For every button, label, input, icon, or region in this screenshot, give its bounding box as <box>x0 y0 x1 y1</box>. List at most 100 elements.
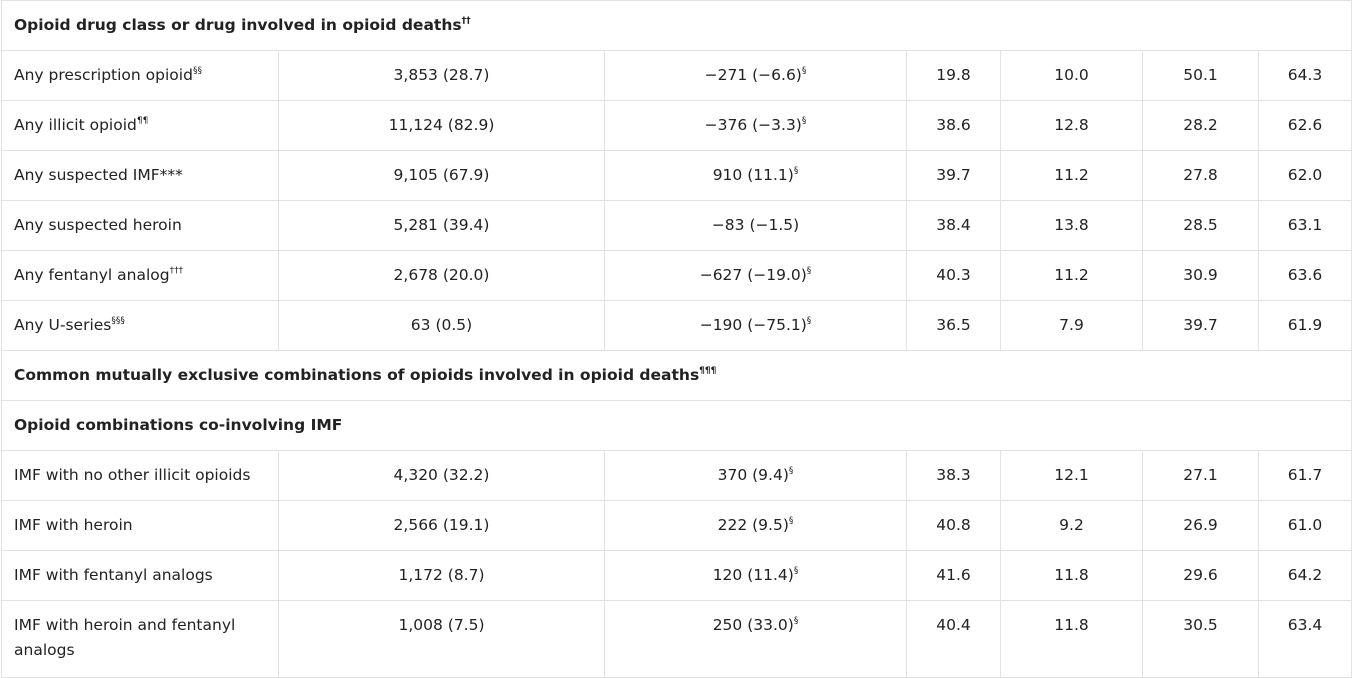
value-cell: 61.7 <box>1258 450 1352 501</box>
row-label: Any fentanyl analog††† <box>1 250 279 301</box>
value-cell: 39.7 <box>1142 300 1259 351</box>
section-header-row: Common mutually exclusive combinations o… <box>1 350 1352 401</box>
section-title: Common mutually exclusive combinations o… <box>1 350 1352 401</box>
value-cell: 36.5 <box>906 300 1001 351</box>
value-cell: 30.5 <box>1142 600 1259 678</box>
row-label: IMF with fentanyl analogs <box>1 550 279 601</box>
value-cell: 29.6 <box>1142 550 1259 601</box>
value-cell: 38.3 <box>906 450 1001 501</box>
footnote-marker: § <box>793 565 799 576</box>
change-cell: −376 (−3.3)§ <box>604 100 907 151</box>
footnote-marker: § <box>801 115 807 126</box>
value-cell: 28.2 <box>1142 100 1259 151</box>
subsection-header-row: Opioid combinations co-involving IMF <box>1 400 1352 451</box>
value-cell: 40.3 <box>906 250 1001 301</box>
change-cell: −190 (−75.1)§ <box>604 300 907 351</box>
table-row: IMF with heroin and fentanyl analogs 1,0… <box>1 600 1352 678</box>
table-row: IMF with heroin 2,566 (19.1) 222 (9.5)§ … <box>1 500 1352 551</box>
footnote-marker: § <box>793 165 799 176</box>
row-label: Any suspected heroin <box>1 200 279 251</box>
count-cell: 3,853 (28.7) <box>278 50 605 101</box>
value-cell: 39.7 <box>906 150 1001 201</box>
count-cell: 1,008 (7.5) <box>278 600 605 678</box>
row-label: Any illicit opioid¶¶ <box>1 100 279 151</box>
value-cell: 10.0 <box>1000 50 1143 101</box>
footnote-marker: ¶¶¶ <box>699 365 717 376</box>
footnote-marker: § <box>801 65 807 76</box>
table-row: IMF with no other illicit opioids 4,320 … <box>1 450 1352 501</box>
row-label: IMF with heroin and fentanyl analogs <box>1 600 279 678</box>
value-cell: 28.5 <box>1142 200 1259 251</box>
value-cell: 62.0 <box>1258 150 1352 201</box>
row-label: IMF with heroin <box>1 500 279 551</box>
value-cell: 11.2 <box>1000 150 1143 201</box>
footnote-marker: †† <box>461 15 471 26</box>
value-cell: 61.0 <box>1258 500 1352 551</box>
footnote-marker: § <box>788 465 794 476</box>
value-cell: 50.1 <box>1142 50 1259 101</box>
table-row: Any fentanyl analog††† 2,678 (20.0) −627… <box>1 250 1352 301</box>
value-cell: 11.8 <box>1000 550 1143 601</box>
value-cell: 9.2 <box>1000 500 1143 551</box>
change-cell: 222 (9.5)§ <box>604 500 907 551</box>
count-cell: 9,105 (67.9) <box>278 150 605 201</box>
table-row: Any U-series§§§ 63 (0.5) −190 (−75.1)§ 3… <box>1 300 1352 351</box>
value-cell: 7.9 <box>1000 300 1143 351</box>
footnote-marker: § <box>806 265 812 276</box>
count-cell: 2,566 (19.1) <box>278 500 605 551</box>
section-title-text: Common mutually exclusive combinations o… <box>14 366 700 384</box>
count-cell: 63 (0.5) <box>278 300 605 351</box>
section-header-row: Opioid drug class or drug involved in op… <box>1 0 1352 51</box>
value-cell: 61.9 <box>1258 300 1352 351</box>
footnote-marker: § <box>793 615 799 626</box>
table-row: IMF with fentanyl analogs 1,172 (8.7) 12… <box>1 550 1352 601</box>
footnote-marker: §§§ <box>111 315 125 326</box>
footnote-marker: §§ <box>192 65 202 76</box>
value-cell: 11.2 <box>1000 250 1143 301</box>
section-title-text: Opioid drug class or drug involved in op… <box>14 16 462 34</box>
table-row: Any suspected heroin 5,281 (39.4) −83 (−… <box>1 200 1352 251</box>
value-cell: 40.8 <box>906 500 1001 551</box>
value-cell: 12.1 <box>1000 450 1143 501</box>
value-cell: 64.2 <box>1258 550 1352 601</box>
value-cell: 26.9 <box>1142 500 1259 551</box>
value-cell: 19.8 <box>906 50 1001 101</box>
value-cell: 30.9 <box>1142 250 1259 301</box>
value-cell: 13.8 <box>1000 200 1143 251</box>
value-cell: 27.1 <box>1142 450 1259 501</box>
change-cell: 250 (33.0)§ <box>604 600 907 678</box>
count-cell: 4,320 (32.2) <box>278 450 605 501</box>
row-label: IMF with no other illicit opioids <box>1 450 279 501</box>
value-cell: 38.6 <box>906 100 1001 151</box>
section-title: Opioid drug class or drug involved in op… <box>1 0 1352 51</box>
value-cell: 40.4 <box>906 600 1001 678</box>
count-cell: 5,281 (39.4) <box>278 200 605 251</box>
count-cell: 1,172 (8.7) <box>278 550 605 601</box>
change-cell: −271 (−6.6)§ <box>604 50 907 101</box>
change-cell: −627 (−19.0)§ <box>604 250 907 301</box>
table-row: Any suspected IMF*** 9,105 (67.9) 910 (1… <box>1 150 1352 201</box>
change-cell: 370 (9.4)§ <box>604 450 907 501</box>
change-cell: 910 (11.1)§ <box>604 150 907 201</box>
value-cell: 63.4 <box>1258 600 1352 678</box>
footnote-marker: ††† <box>169 265 184 276</box>
count-cell: 2,678 (20.0) <box>278 250 605 301</box>
table-row: Any illicit opioid¶¶ 11,124 (82.9) −376 … <box>1 100 1352 151</box>
value-cell: 63.6 <box>1258 250 1352 301</box>
change-cell: −83 (−1.5) <box>604 200 907 251</box>
value-cell: 41.6 <box>906 550 1001 601</box>
row-label: Any prescription opioid§§ <box>1 50 279 101</box>
value-cell: 12.8 <box>1000 100 1143 151</box>
value-cell: 62.6 <box>1258 100 1352 151</box>
value-cell: 27.8 <box>1142 150 1259 201</box>
row-label: Any suspected IMF*** <box>1 150 279 201</box>
value-cell: 63.1 <box>1258 200 1352 251</box>
count-cell: 11,124 (82.9) <box>278 100 605 151</box>
value-cell: 11.8 <box>1000 600 1143 678</box>
footnote-marker: § <box>806 315 812 326</box>
footnote-marker: ¶¶ <box>136 115 149 126</box>
change-cell: 120 (11.4)§ <box>604 550 907 601</box>
footnote-marker: § <box>788 515 794 526</box>
row-label: Any U-series§§§ <box>1 300 279 351</box>
